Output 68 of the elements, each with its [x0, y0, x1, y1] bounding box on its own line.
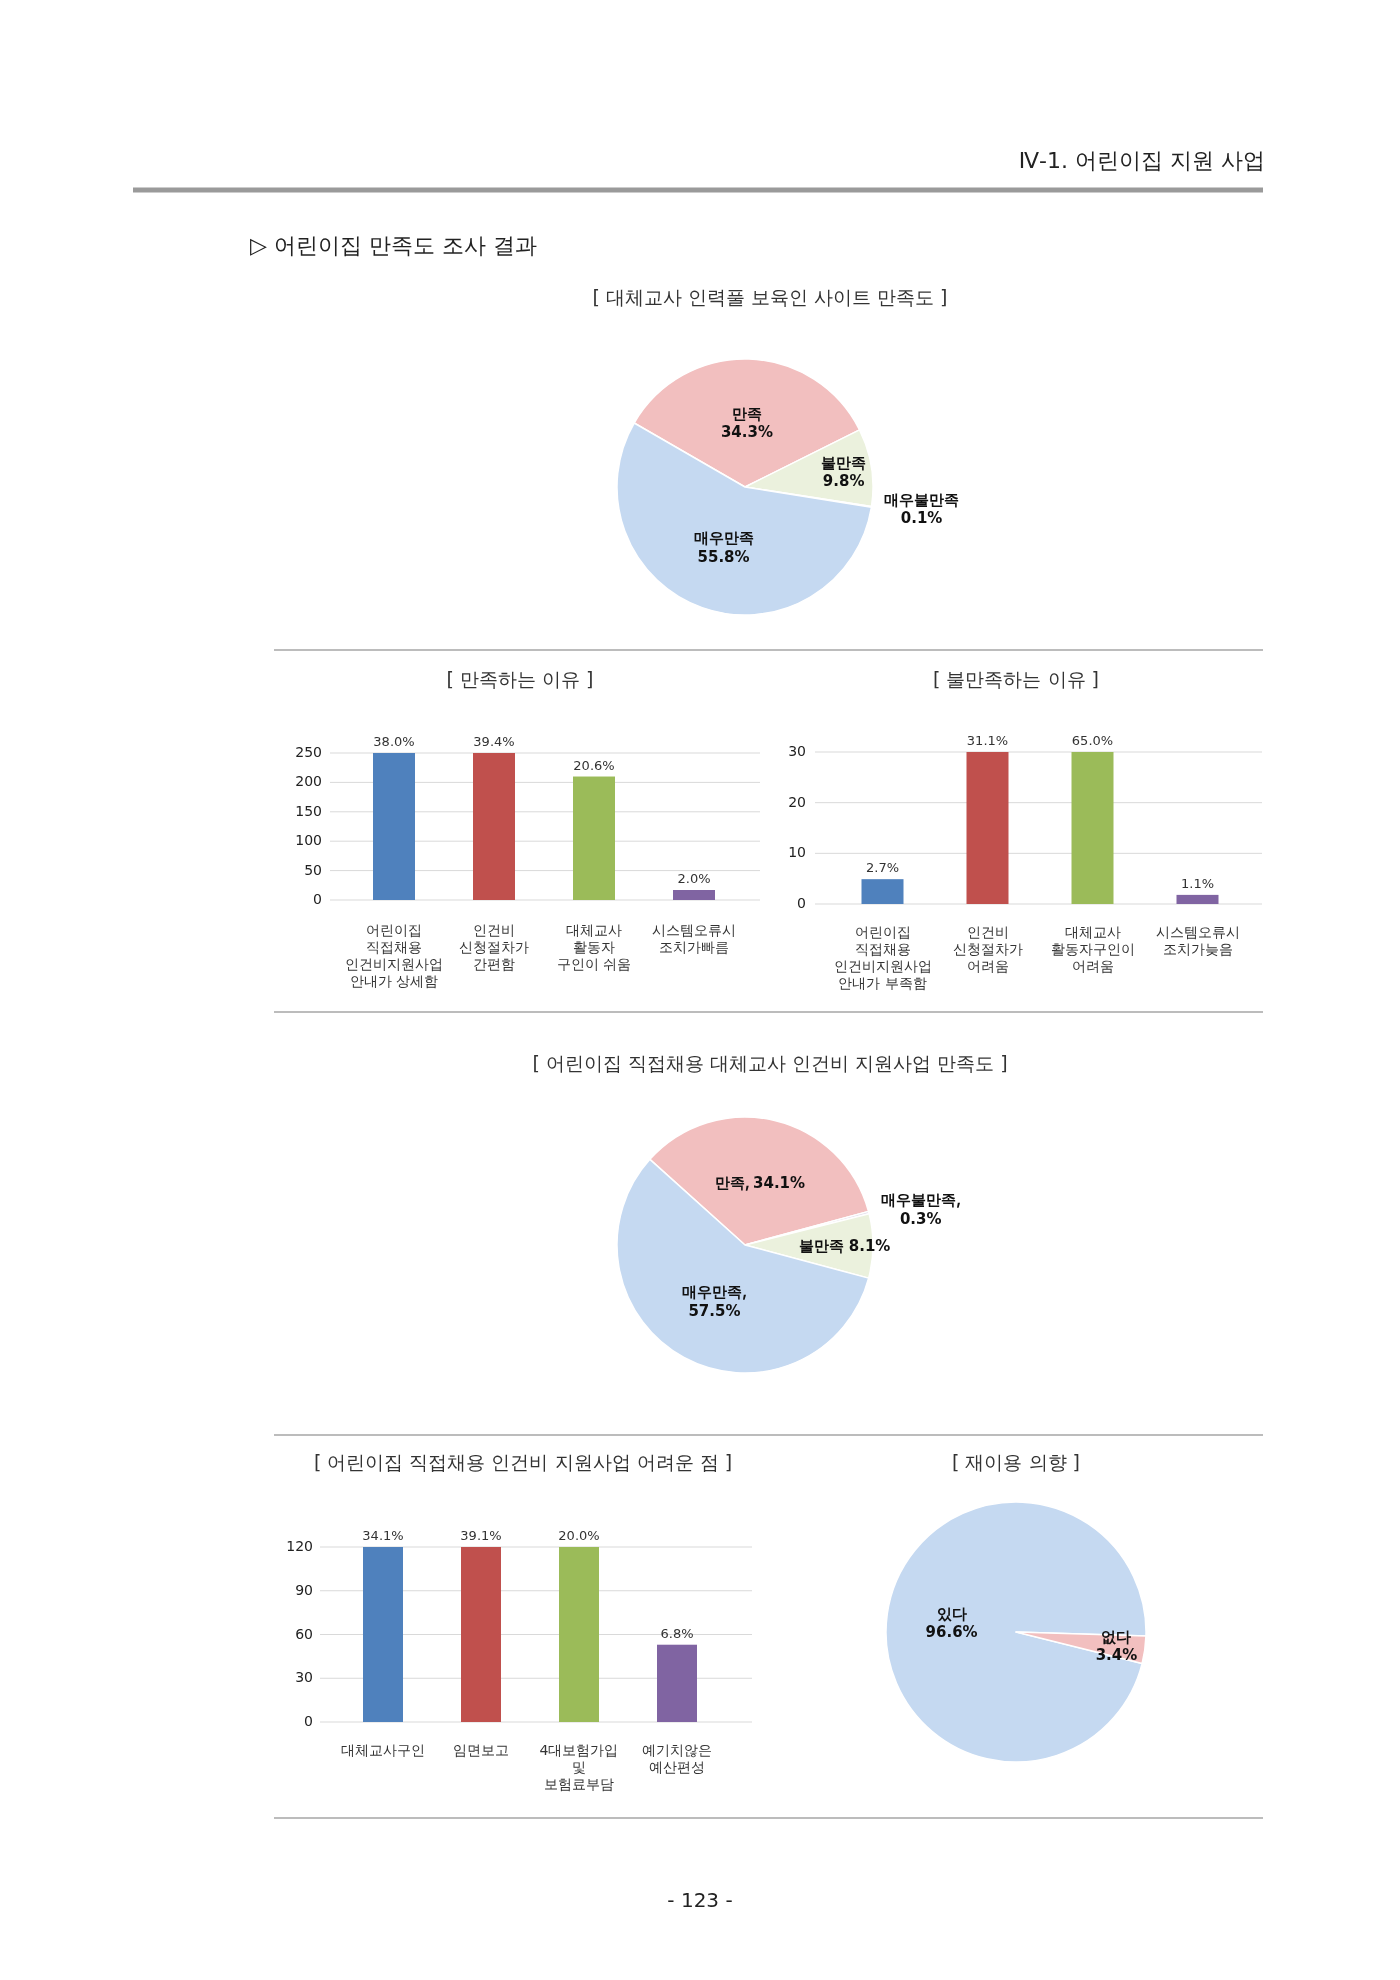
x-tick-label: 4대보험가입 및 보험료부담: [539, 1742, 619, 1794]
annotation: 39.1%: [460, 1528, 502, 1544]
slice-label: 있다: [936, 1604, 967, 1623]
data-label: 0.1%: [900, 508, 943, 527]
slice-label: 불만족: [821, 453, 867, 472]
y-tick-label: 30: [788, 743, 806, 761]
slice-label: 없다: [1101, 1627, 1132, 1646]
y-tick-label: 0: [313, 891, 322, 909]
annotation: 31.1%: [966, 733, 1009, 749]
chart-title: [ 재이용 의향 ]: [952, 1451, 1080, 1475]
annotation: 1.1%: [1180, 876, 1215, 892]
chart-title: [ 대체교사 인력풀 보육인 사이트 만족도 ]: [592, 286, 948, 310]
y-tick-label: 200: [295, 773, 322, 791]
y-tick-label: 90: [295, 1582, 313, 1600]
annotation: 20.6%: [573, 757, 615, 774]
x-tick-label: 어린이집 직접채용 인건비지원사업 안내가 부족함: [833, 924, 932, 993]
data-label: 34.3%: [720, 423, 773, 442]
chart-title: [ 어린이집 직접채용 대체교사 인건비 지원사업 만족도 ]: [532, 1052, 1008, 1076]
y-tick-label: 100: [295, 832, 322, 850]
x-tick-label: 시스템오류시 조치가빠름: [652, 922, 736, 957]
data-label: 96.6%: [925, 1623, 978, 1642]
slice-label: 만족: [714, 1173, 745, 1192]
data-label: 34.1%: [753, 1173, 806, 1192]
y-tick-label: 150: [295, 803, 322, 821]
slice-label: 만족: [731, 404, 762, 423]
data-label: 9.8%: [822, 471, 865, 490]
annotation: 6.8%: [660, 1625, 694, 1642]
x-tick-label: 어린이집 직접채용 인건비지원사업 안내가 상세함: [345, 922, 443, 991]
x-tick-label: 대체교사 활동자구인이 어려움: [1050, 924, 1135, 976]
x-tick-label: 인건비 신청절차가 간편함: [459, 922, 529, 974]
y-tick-label: 50: [304, 862, 322, 880]
annotation: 38.0%: [373, 734, 415, 750]
annotation: 20.0%: [558, 1528, 600, 1544]
data-label: 8.1%: [848, 1236, 891, 1255]
y-tick-label: 30: [295, 1669, 313, 1687]
data-label: 3.4%: [1095, 1645, 1138, 1664]
chart-title: [ 어린이집 직접채용 인건비 지원사업 어려운 점 ]: [313, 1451, 733, 1475]
slice-label: 매우불만족: [881, 1190, 957, 1209]
y-tick-label: 60: [295, 1625, 313, 1644]
annotation: 2.0%: [677, 871, 711, 887]
slice-label: 매우불만족: [884, 490, 960, 509]
y-tick-label: 0: [304, 1713, 313, 1731]
text: ▷ 어린이집 만족도 조사 결과: [250, 232, 537, 260]
slice-label: 매우만족: [682, 1282, 743, 1301]
data-label: 0.3%: [899, 1209, 942, 1228]
data-label: 57.5%: [688, 1301, 741, 1320]
annotation: 34.1%: [362, 1528, 404, 1544]
x-tick-label: 임면보고: [453, 1742, 509, 1760]
y-tick-label: 0: [797, 895, 806, 913]
y-tick-label: 120: [286, 1538, 313, 1556]
x-tick-label: 인건비 신청절차가 어려움: [952, 924, 1023, 976]
chart-title: [ 불만족하는 이유 ]: [933, 668, 1099, 692]
annotation: 65.0%: [1071, 733, 1114, 749]
annotation: 2.7%: [865, 860, 900, 877]
x-tick-label: 시스템오류시 조치가늦음: [1155, 924, 1240, 959]
text: - 123 -: [667, 1887, 733, 1913]
y-tick-label: 250: [295, 744, 322, 762]
text: Ⅳ-1. 어린이집 지원 사업: [1018, 147, 1265, 175]
slice-label: 불만족: [799, 1236, 845, 1255]
annotation: 39.4%: [473, 734, 515, 750]
x-tick-label: 예기치않은 예산편성: [642, 1742, 712, 1777]
y-tick-label: 10: [788, 844, 806, 862]
x-tick-label: 대체교사 활동자 구인이 쉬움: [556, 922, 632, 974]
chart-title: [ 만족하는 이유 ]: [446, 668, 594, 692]
x-tick-label: 대체교사구인: [341, 1742, 425, 1760]
data-label: 55.8%: [697, 547, 750, 566]
slice-label: 매우만족: [693, 529, 754, 547]
y-tick-label: 20: [788, 794, 806, 812]
